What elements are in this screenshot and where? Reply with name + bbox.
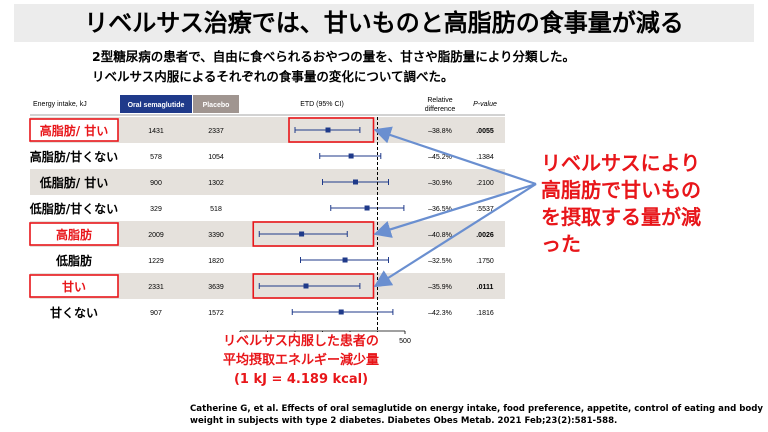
header-pvalue: P-value bbox=[473, 101, 497, 108]
row-oral-value: 1229 bbox=[148, 258, 164, 265]
axis-note-line: (1 kJ = 4.189 kcal) bbox=[233, 372, 369, 387]
row-relative-diff: –38.8% bbox=[428, 128, 452, 135]
etd-point bbox=[325, 127, 331, 133]
row-oral-value: 578 bbox=[150, 154, 162, 161]
row-label: 低脂肪/甘くない bbox=[29, 201, 118, 216]
x-tick-label: 500 bbox=[399, 338, 411, 345]
etd-point bbox=[353, 179, 358, 185]
etd-point bbox=[364, 205, 370, 211]
row-oral-value: 900 bbox=[150, 180, 162, 187]
row-pvalue: .1816 bbox=[476, 310, 494, 317]
axis-note: リベルサス内服した患者の 平均摂取エネルギー減少量 (1 kJ = 4.189 … bbox=[206, 332, 396, 389]
row-placebo-value: 2337 bbox=[208, 128, 224, 135]
subtitle-line-2: リベルサス内服によるそれぞれの食事量の変化について調べた。 bbox=[92, 69, 454, 84]
row-pvalue: .1384 bbox=[476, 154, 494, 161]
row-pvalue: .5537 bbox=[476, 206, 494, 213]
header-energy: Energy intake, kJ bbox=[33, 101, 87, 108]
ci-highlight-box bbox=[252, 273, 375, 299]
callout-line: 高脂肪で甘いもの bbox=[541, 178, 701, 202]
row-oral-value: 329 bbox=[150, 206, 162, 213]
row-label: 甘くない bbox=[50, 305, 98, 320]
row-label: 高脂肪/ 甘い bbox=[40, 123, 109, 138]
callout-arrow bbox=[373, 182, 537, 238]
etd-point bbox=[348, 153, 354, 159]
row-label-box bbox=[29, 118, 119, 142]
page-title: リベルサス治療では、甘いものと高脂肪の食事量が減る bbox=[84, 9, 684, 37]
subtitle-line-1: 2型糖尿病の患者で、自由に食べられるおやつの量を、甘さや脂肪量により分類した。 bbox=[92, 49, 575, 64]
citation: Catherine G, et al. Effects of oral sema… bbox=[190, 404, 764, 426]
axis-note-line: リベルサス内服した患者の bbox=[223, 334, 379, 349]
row-shade bbox=[30, 169, 505, 195]
row-pvalue: .0026 bbox=[476, 232, 494, 239]
header-oral: Oral semaglutide bbox=[128, 102, 185, 109]
row-relative-diff: –42.3% bbox=[428, 310, 452, 317]
header-etd: ETD (95% CI) bbox=[300, 101, 344, 108]
header-relative: Relative bbox=[427, 97, 452, 104]
row-oral-value: 907 bbox=[150, 310, 162, 317]
row-relative-diff: –45.2% bbox=[428, 154, 452, 161]
row-relative-diff: –30.9% bbox=[428, 180, 452, 187]
row-oral-value: 1431 bbox=[148, 128, 164, 135]
row-pvalue: .0111 bbox=[477, 284, 494, 291]
header-placebo: Placebo bbox=[203, 102, 230, 109]
title-bar: リベルサス治療では、甘いものと高脂肪の食事量が減る bbox=[14, 4, 754, 42]
callout-line: った bbox=[541, 232, 581, 256]
row-relative-diff: –35.9% bbox=[428, 284, 452, 291]
row-label: 高脂肪/甘くない bbox=[30, 149, 118, 164]
row-label: 甘い bbox=[62, 279, 86, 294]
header-oral-bg bbox=[120, 95, 192, 113]
row-label: 低脂肪/ 甘い bbox=[39, 175, 109, 190]
callout-text: リベルサスにより 高脂肪で甘いもの を摂取する量が減 った bbox=[541, 150, 761, 258]
row-label-box bbox=[29, 274, 119, 298]
row-placebo-value: 1302 bbox=[208, 180, 224, 187]
row-pvalue: .0055 bbox=[476, 128, 494, 135]
header-placebo-bg bbox=[193, 95, 239, 113]
row-label: 高脂肪 bbox=[56, 227, 92, 242]
axis-note-line: 平均摂取エネルギー減少量 bbox=[222, 353, 379, 368]
row-label-box bbox=[29, 222, 119, 246]
callout-line: リベルサスにより bbox=[541, 151, 701, 175]
row-placebo-value: 1820 bbox=[208, 258, 224, 265]
row-oral-value: 2009 bbox=[148, 232, 164, 239]
row-relative-diff: –32.5% bbox=[428, 258, 452, 265]
row-relative-diff: –36.5% bbox=[428, 206, 452, 213]
etd-point bbox=[303, 283, 309, 289]
etd-point bbox=[338, 309, 344, 315]
row-placebo-value: 518 bbox=[210, 206, 222, 213]
row-placebo-value: 3639 bbox=[208, 284, 224, 291]
row-placebo-value: 1572 bbox=[208, 310, 224, 317]
callout-line: を摂取する量が減 bbox=[541, 205, 701, 229]
row-label: 低脂肪 bbox=[55, 253, 92, 268]
header-relative: difference bbox=[425, 106, 456, 113]
row-pvalue: .2100 bbox=[476, 180, 494, 187]
row-oral-value: 2331 bbox=[148, 284, 164, 291]
etd-point bbox=[299, 231, 305, 237]
row-relative-diff: –40.8% bbox=[428, 232, 452, 239]
callout-arrow bbox=[373, 126, 537, 186]
row-placebo-value: 3390 bbox=[208, 232, 224, 239]
callout-arrow bbox=[373, 183, 537, 288]
row-placebo-value: 1054 bbox=[208, 154, 224, 161]
row-pvalue: .1750 bbox=[476, 258, 494, 265]
etd-point bbox=[342, 257, 348, 263]
